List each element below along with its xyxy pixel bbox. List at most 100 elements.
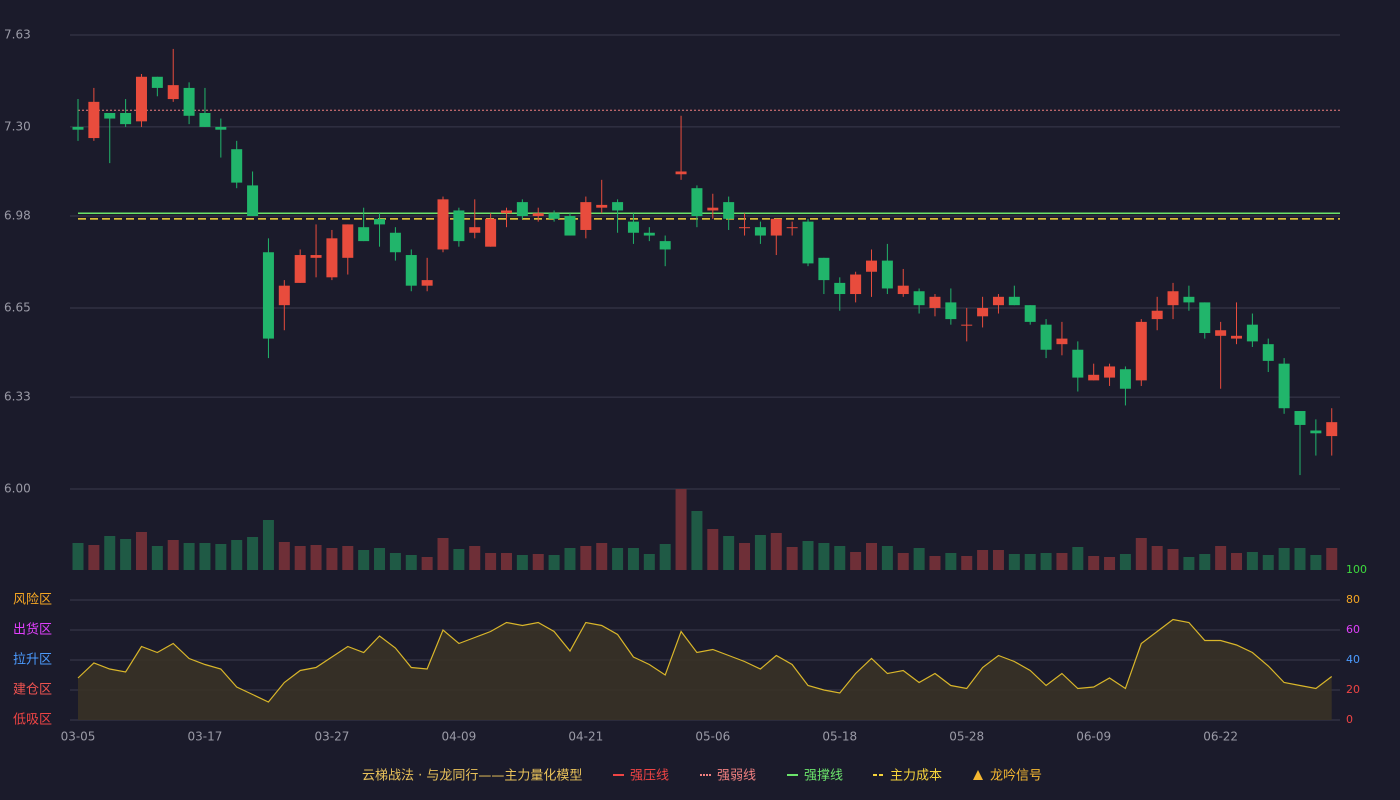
y-tick-label: 7.63 (4, 28, 31, 42)
volume-bar (104, 536, 116, 570)
candle-body (310, 255, 322, 258)
volume-bar (1231, 553, 1243, 570)
candle-body (580, 202, 592, 230)
candle-body (929, 296, 941, 308)
candle-body (374, 218, 386, 225)
volume-bar (707, 529, 719, 570)
candle-body (707, 207, 719, 211)
candle-body (548, 213, 560, 219)
candle-body (1135, 321, 1147, 381)
volume-bar (88, 545, 100, 570)
volume-bar (1199, 554, 1211, 570)
candle-body (1040, 324, 1052, 350)
volume-bar (532, 554, 544, 570)
volume-bar (945, 553, 957, 570)
volume-bar (834, 546, 846, 570)
volume-bar (818, 543, 830, 570)
candle-body (453, 210, 465, 242)
y-tick-label: 6.00 (4, 482, 31, 496)
volume-bar (326, 548, 338, 570)
legend-label: 强弱线 (717, 769, 756, 784)
volume-bar (659, 544, 671, 570)
candle-body (659, 241, 671, 250)
volume-bar (992, 550, 1004, 570)
candle-body (120, 112, 132, 125)
candle-body (1294, 411, 1306, 425)
candle-body (1231, 335, 1243, 339)
y-tick-label: 6.33 (4, 390, 31, 404)
candle-body (104, 112, 116, 119)
x-tick-label: 04-21 (568, 730, 603, 744)
candle-body (1326, 422, 1338, 437)
candle-body (1119, 369, 1131, 389)
candle-body (405, 255, 417, 286)
volume-bar (1088, 556, 1100, 570)
y-tick-label: 60 (1346, 623, 1360, 636)
volume-bar (310, 545, 322, 570)
volume-bar (199, 543, 211, 570)
candle-body (1167, 291, 1179, 306)
volume-bar (500, 553, 512, 570)
candle-body (1151, 310, 1163, 320)
volume-bar (374, 548, 386, 570)
x-tick-label: 03-27 (314, 730, 349, 744)
candle-body (167, 85, 179, 100)
zone-label: 出货区 (13, 622, 52, 638)
legend-label: 强压线 (630, 769, 669, 784)
y-tick-label: 7.30 (4, 119, 31, 133)
candle-body (199, 112, 211, 127)
zone-label: 风险区 (13, 593, 52, 608)
zone-label: 拉升区 (13, 653, 52, 668)
candle-body (247, 185, 259, 217)
volume-bar (596, 543, 608, 570)
candle-body (992, 296, 1004, 306)
volume-bar (580, 546, 592, 570)
candle-body (723, 202, 735, 219)
candle-body (802, 221, 814, 264)
candle-body (1310, 430, 1322, 434)
candle-body (231, 149, 243, 183)
candle-body (215, 126, 227, 130)
candle-body (469, 227, 481, 233)
volume-bar (453, 549, 465, 570)
candle-body (850, 274, 862, 295)
candle-body (818, 257, 830, 281)
candle-body (627, 221, 639, 233)
legend-label: 主力成本 (890, 769, 942, 784)
volume-bar (754, 535, 766, 570)
candle-body (897, 285, 909, 295)
volume-bar (167, 540, 179, 570)
volume-bar (135, 532, 147, 570)
volume-bar (881, 546, 893, 570)
candle-body (294, 255, 306, 283)
candle-body (881, 260, 893, 289)
volume-bar (1278, 548, 1290, 570)
volume-bar (977, 550, 989, 570)
volume-bar (151, 546, 163, 570)
volume-bar (850, 552, 862, 570)
volume-bar (1008, 554, 1020, 570)
candle-body (358, 227, 370, 242)
zone-label: 建仓区 (13, 683, 52, 698)
x-tick-label: 05-06 (695, 730, 730, 744)
x-tick-label: 05-28 (949, 730, 984, 744)
candle-body (739, 227, 751, 229)
volume-bar (389, 553, 401, 570)
volume-bar (548, 555, 560, 570)
volume-bar (1119, 554, 1131, 570)
candle-body (1215, 330, 1227, 336)
x-tick-label: 03-17 (188, 730, 223, 744)
volume-bar (516, 555, 528, 570)
y-tick-label: 40 (1346, 653, 1360, 666)
volume-bar (1326, 548, 1338, 570)
candle-body (262, 252, 274, 339)
volume-bar (247, 537, 259, 570)
y-tick-label: 0 (1346, 713, 1353, 726)
volume-bar (485, 553, 497, 570)
volume-bar (1151, 546, 1163, 570)
volume-bar (564, 548, 576, 570)
candle-body (183, 87, 195, 116)
candle-body (612, 202, 624, 211)
volume-bar (262, 520, 274, 570)
volume-bar (961, 556, 973, 570)
